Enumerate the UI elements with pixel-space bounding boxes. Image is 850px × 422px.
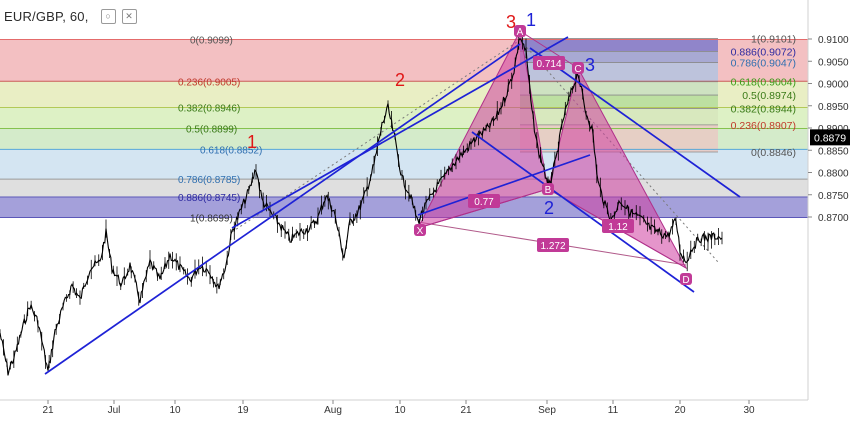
wave-label: 2 xyxy=(544,198,554,218)
ratio-box-bg xyxy=(537,238,569,252)
wave-labels: 123 123 xyxy=(247,10,595,218)
point-marker-bg xyxy=(542,183,554,195)
time-axis: 21 Jul 10 19 Aug 10 21 Sep 11 20 30 xyxy=(0,399,850,417)
leg-xb xyxy=(417,188,549,229)
channel-down-lower xyxy=(471,131,695,293)
eye-icon[interactable]: ○ xyxy=(100,8,116,24)
symbol-title: EUR/GBP, 60, xyxy=(4,8,89,24)
ratio-box-label: 0.77 xyxy=(474,197,494,208)
close-icon[interactable]: ✕ xyxy=(121,8,137,24)
price-tick-label: 0.8950 xyxy=(818,102,849,113)
point-marker-bg xyxy=(680,273,692,285)
price-axis-bg xyxy=(808,0,850,417)
time-tick-label: 11 xyxy=(608,405,619,416)
last-price-label: 0.8879 xyxy=(814,132,846,144)
fib-right-band-1 xyxy=(520,51,718,63)
point-marker-label: B xyxy=(545,185,552,196)
last-price-tag xyxy=(810,129,850,146)
fib-right-label: 0.236(0.8907) xyxy=(731,120,796,132)
wave-label: 2 xyxy=(395,70,405,90)
time-tick-label: 21 xyxy=(460,405,472,416)
channel-down-upper xyxy=(529,47,741,198)
price-tick-label: 0.8750 xyxy=(818,191,849,202)
fib-right-label: 0.382(0.8944) xyxy=(731,103,796,115)
price-tick-label: 0.9100 xyxy=(818,35,849,46)
ratio-box-label: 0.714 xyxy=(536,59,561,70)
fib-right-band-3 xyxy=(520,81,718,96)
point-marker-bg xyxy=(414,224,426,236)
ratio-box-label: 1.272 xyxy=(540,241,565,252)
ratio-box-bg xyxy=(602,219,634,233)
price-tick-label: 0.8800 xyxy=(818,169,849,180)
fib-band-0.618 xyxy=(0,149,808,180)
chart-header: EUR/GBP, 60, ○ ✕ xyxy=(4,7,137,25)
leg-ac xyxy=(519,30,579,69)
fib-right-label: 0.5(0.8974) xyxy=(742,90,796,102)
price-tick-label: 0.9050 xyxy=(818,57,849,68)
time-tick-label: Aug xyxy=(324,405,342,416)
point-marker-label: X xyxy=(417,226,424,237)
time-axis-bg xyxy=(0,400,850,417)
price-tick-label: 0.8850 xyxy=(818,146,849,157)
time-tick-label: 21 xyxy=(42,405,54,416)
point-marker-bg xyxy=(572,62,584,74)
ratio-box-bg xyxy=(468,194,500,208)
time-tick-label: Sep xyxy=(538,405,556,416)
fib-right-label: 0(0.8846) xyxy=(751,147,796,159)
fib-left-label: 0.382(0.8946) xyxy=(178,104,240,115)
time-tick-label: 19 xyxy=(237,405,249,416)
point-marker-label: A xyxy=(517,27,524,38)
fib-left-label: 1(0.8699) xyxy=(190,213,233,224)
ratio-box-label: 1.12 xyxy=(608,222,628,233)
fib-right-label: 0.618(0.9004) xyxy=(731,77,796,89)
time-tick-label: 10 xyxy=(394,405,406,416)
fib-left-label: 0.5(0.8899) xyxy=(186,124,237,135)
time-tick-label: 20 xyxy=(674,405,686,416)
fib-band-0.886 xyxy=(0,196,808,218)
fib-left-label: 0.618(0.8852) xyxy=(200,145,262,156)
time-tick-label: Jul xyxy=(108,405,121,416)
time-tick-label: 30 xyxy=(743,405,755,416)
price-axis: 0.91000.90500.90000.89500.89000.88500.88… xyxy=(807,0,850,417)
point-marker-label: C xyxy=(574,64,581,75)
channel-lower xyxy=(44,43,521,375)
fib-left-label: 0.786(0.8785) xyxy=(178,175,240,186)
price-line xyxy=(0,37,723,376)
fib-right-band-0 xyxy=(520,38,718,52)
fib-right-label: 0.886(0.9072) xyxy=(731,46,796,58)
trend-channels xyxy=(44,36,741,375)
fib-left-label: 0.886(0.8745) xyxy=(178,193,240,204)
fib-right-label: 0.786(0.9047) xyxy=(731,58,796,70)
ratio-box-bg xyxy=(533,56,565,70)
point-marker-label: D xyxy=(682,275,689,286)
wave-label: 1 xyxy=(526,10,536,30)
wave-label: 3 xyxy=(506,12,516,32)
fib-left-label: 0.236(0.9005) xyxy=(178,77,240,88)
fib-right-band-4 xyxy=(520,95,718,109)
harmonic-markers: 0.77 0.714 1.272 1.12 X A B C D xyxy=(414,25,692,286)
fib-right-label: 1(0.9101) xyxy=(751,34,796,46)
wave-label: 3 xyxy=(585,55,595,75)
fib-labels: 0(0.9099) 0.236(0.9005) 0.382(0.8946) 0.5(0… xyxy=(178,34,796,225)
price-tick-label: 0.8700 xyxy=(818,213,849,224)
channel-upper xyxy=(231,36,569,229)
point-marker-bg xyxy=(514,25,526,37)
price-tick-label: 0.9000 xyxy=(818,80,849,91)
wave-label: 1 xyxy=(247,132,257,152)
fib-left-label: 0(0.9099) xyxy=(190,35,233,46)
time-tick-label: 10 xyxy=(169,405,181,416)
channel-inner xyxy=(417,154,591,216)
fib-lines xyxy=(0,38,808,218)
